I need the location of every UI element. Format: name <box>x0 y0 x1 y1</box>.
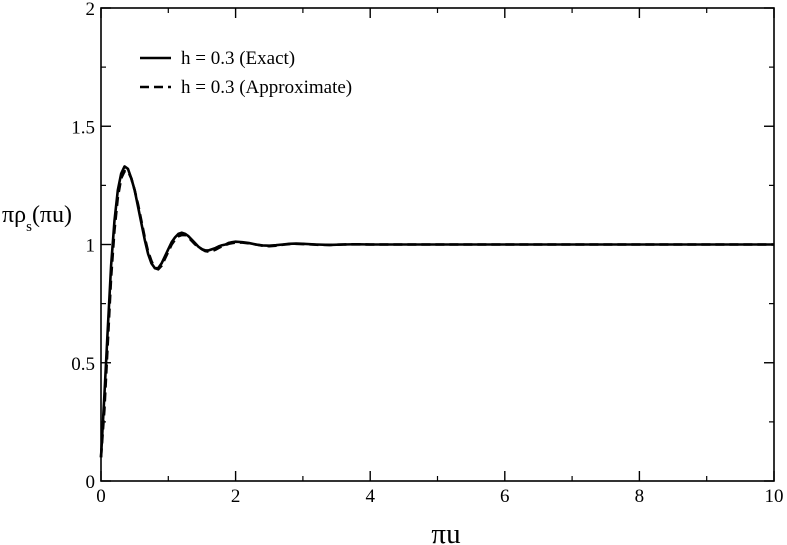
y-tick-label: 2 <box>86 0 96 20</box>
x-tick-label: 8 <box>635 486 645 507</box>
legend: h = 0.3 (Exact) h = 0.3 (Approximate) <box>140 48 352 98</box>
y-tick-label: 1 <box>86 236 96 257</box>
y-axis-label-prefix: πρ <box>2 202 26 228</box>
y-axis-label-suffix: (πu) <box>32 202 72 228</box>
x-axis-label: πu <box>431 518 460 545</box>
x-tick-label: 6 <box>500 486 510 507</box>
series-line-exact <box>99 165 774 458</box>
x-tick-label: 2 <box>231 486 241 507</box>
x-tick-label: 4 <box>365 486 375 507</box>
series-line-approximate <box>99 169 774 458</box>
y-tick-label: 0 <box>86 472 96 493</box>
y-axis-label-subscript: s <box>26 219 32 235</box>
x-tick-label: 0 <box>96 486 106 507</box>
legend-label-approximate: h = 0.3 (Approximate) <box>181 77 352 98</box>
y-tick-label: 1.5 <box>71 117 95 138</box>
x-tick-label: 10 <box>765 486 784 507</box>
y-axis-label: πρs(πu) <box>2 202 72 235</box>
y-tick-label: 0.5 <box>71 354 95 375</box>
legend-label-exact: h = 0.3 (Exact) <box>181 48 295 69</box>
